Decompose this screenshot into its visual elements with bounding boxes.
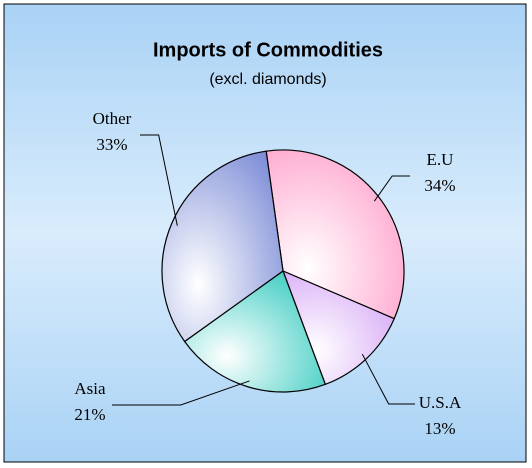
leader-line xyxy=(112,380,250,406)
slice-label: Asia xyxy=(74,379,106,398)
slice-label: E.U xyxy=(427,150,454,169)
pie-slice xyxy=(161,150,284,343)
slice-label: Other xyxy=(93,109,132,128)
leader-line xyxy=(361,353,415,405)
slice-value-label: 34% xyxy=(424,176,455,195)
chart-title: Imports of Commodities xyxy=(153,39,383,61)
leader-line xyxy=(140,134,178,226)
slice-label: U.S.A xyxy=(419,393,462,412)
slice-value-label: 33% xyxy=(96,135,127,154)
leader-line xyxy=(373,175,410,202)
pie-slice xyxy=(265,149,405,320)
chart-subtitle: (excl. diamonds) xyxy=(209,71,326,88)
slice-value-label: 13% xyxy=(424,419,455,438)
pie-slice xyxy=(183,270,327,393)
slice-value-label: 21% xyxy=(74,405,105,424)
pie-slice xyxy=(281,269,396,386)
